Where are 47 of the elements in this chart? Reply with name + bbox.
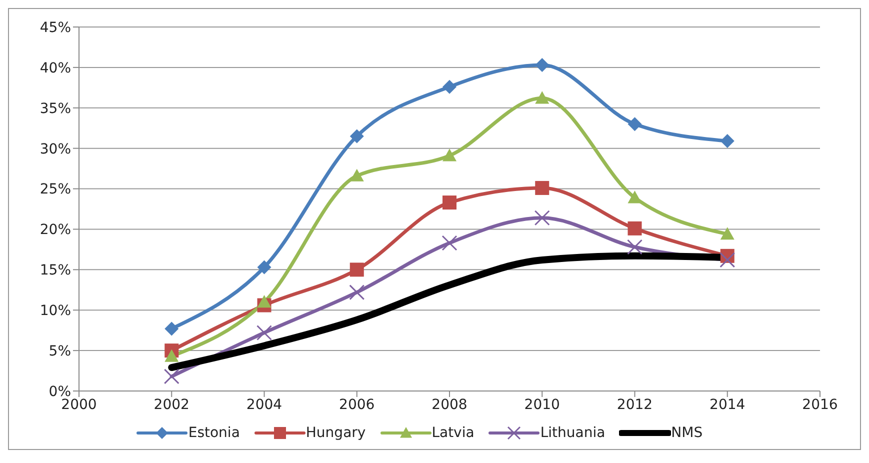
point [720,227,734,240]
legend-label: NMS [671,425,703,441]
point [535,91,550,104]
legend-label: Estonia [188,425,240,441]
point [442,196,456,210]
x-tick-label: 2008 [432,396,468,413]
point [627,239,642,255]
point [628,221,642,236]
x-tick-label: 2016 [802,396,838,413]
y-tick-label: 25% [40,182,71,198]
point [257,260,272,274]
x-tick-label: 2006 [339,396,375,413]
point [256,325,272,341]
point [164,349,179,362]
y-tick-label: 45% [40,20,71,36]
point [628,190,642,204]
point [350,262,364,277]
y-tick-label: 10% [40,303,71,320]
x-tick-label: 2014 [710,396,746,413]
point [535,180,550,195]
y-tick-label: 15% [40,262,71,279]
point [164,322,179,336]
y-tick-label: 40% [40,60,71,76]
point [349,284,365,300]
point [350,168,364,182]
point [534,210,550,226]
point [257,295,272,308]
legend-label: Lithuania [540,425,606,441]
point [442,148,456,162]
legend-label: Latvia [432,425,474,441]
y-tick-label: 5% [48,344,71,360]
point [442,235,458,251]
point [535,58,550,72]
y-tick-label: 20% [40,222,71,238]
legend-label: Hungary [306,425,366,441]
x-tick-label: 2002 [154,396,190,413]
point [442,80,456,94]
point [720,252,736,268]
point [164,368,180,384]
y-tick-label: 30% [40,141,71,158]
y-tick-label: 35% [40,100,71,117]
point [628,117,642,132]
point [350,129,364,144]
x-tick-label: 2010 [524,396,560,413]
x-tick-label: 2004 [246,396,282,413]
x-tick-label: 2012 [616,396,653,413]
point [720,134,734,148]
